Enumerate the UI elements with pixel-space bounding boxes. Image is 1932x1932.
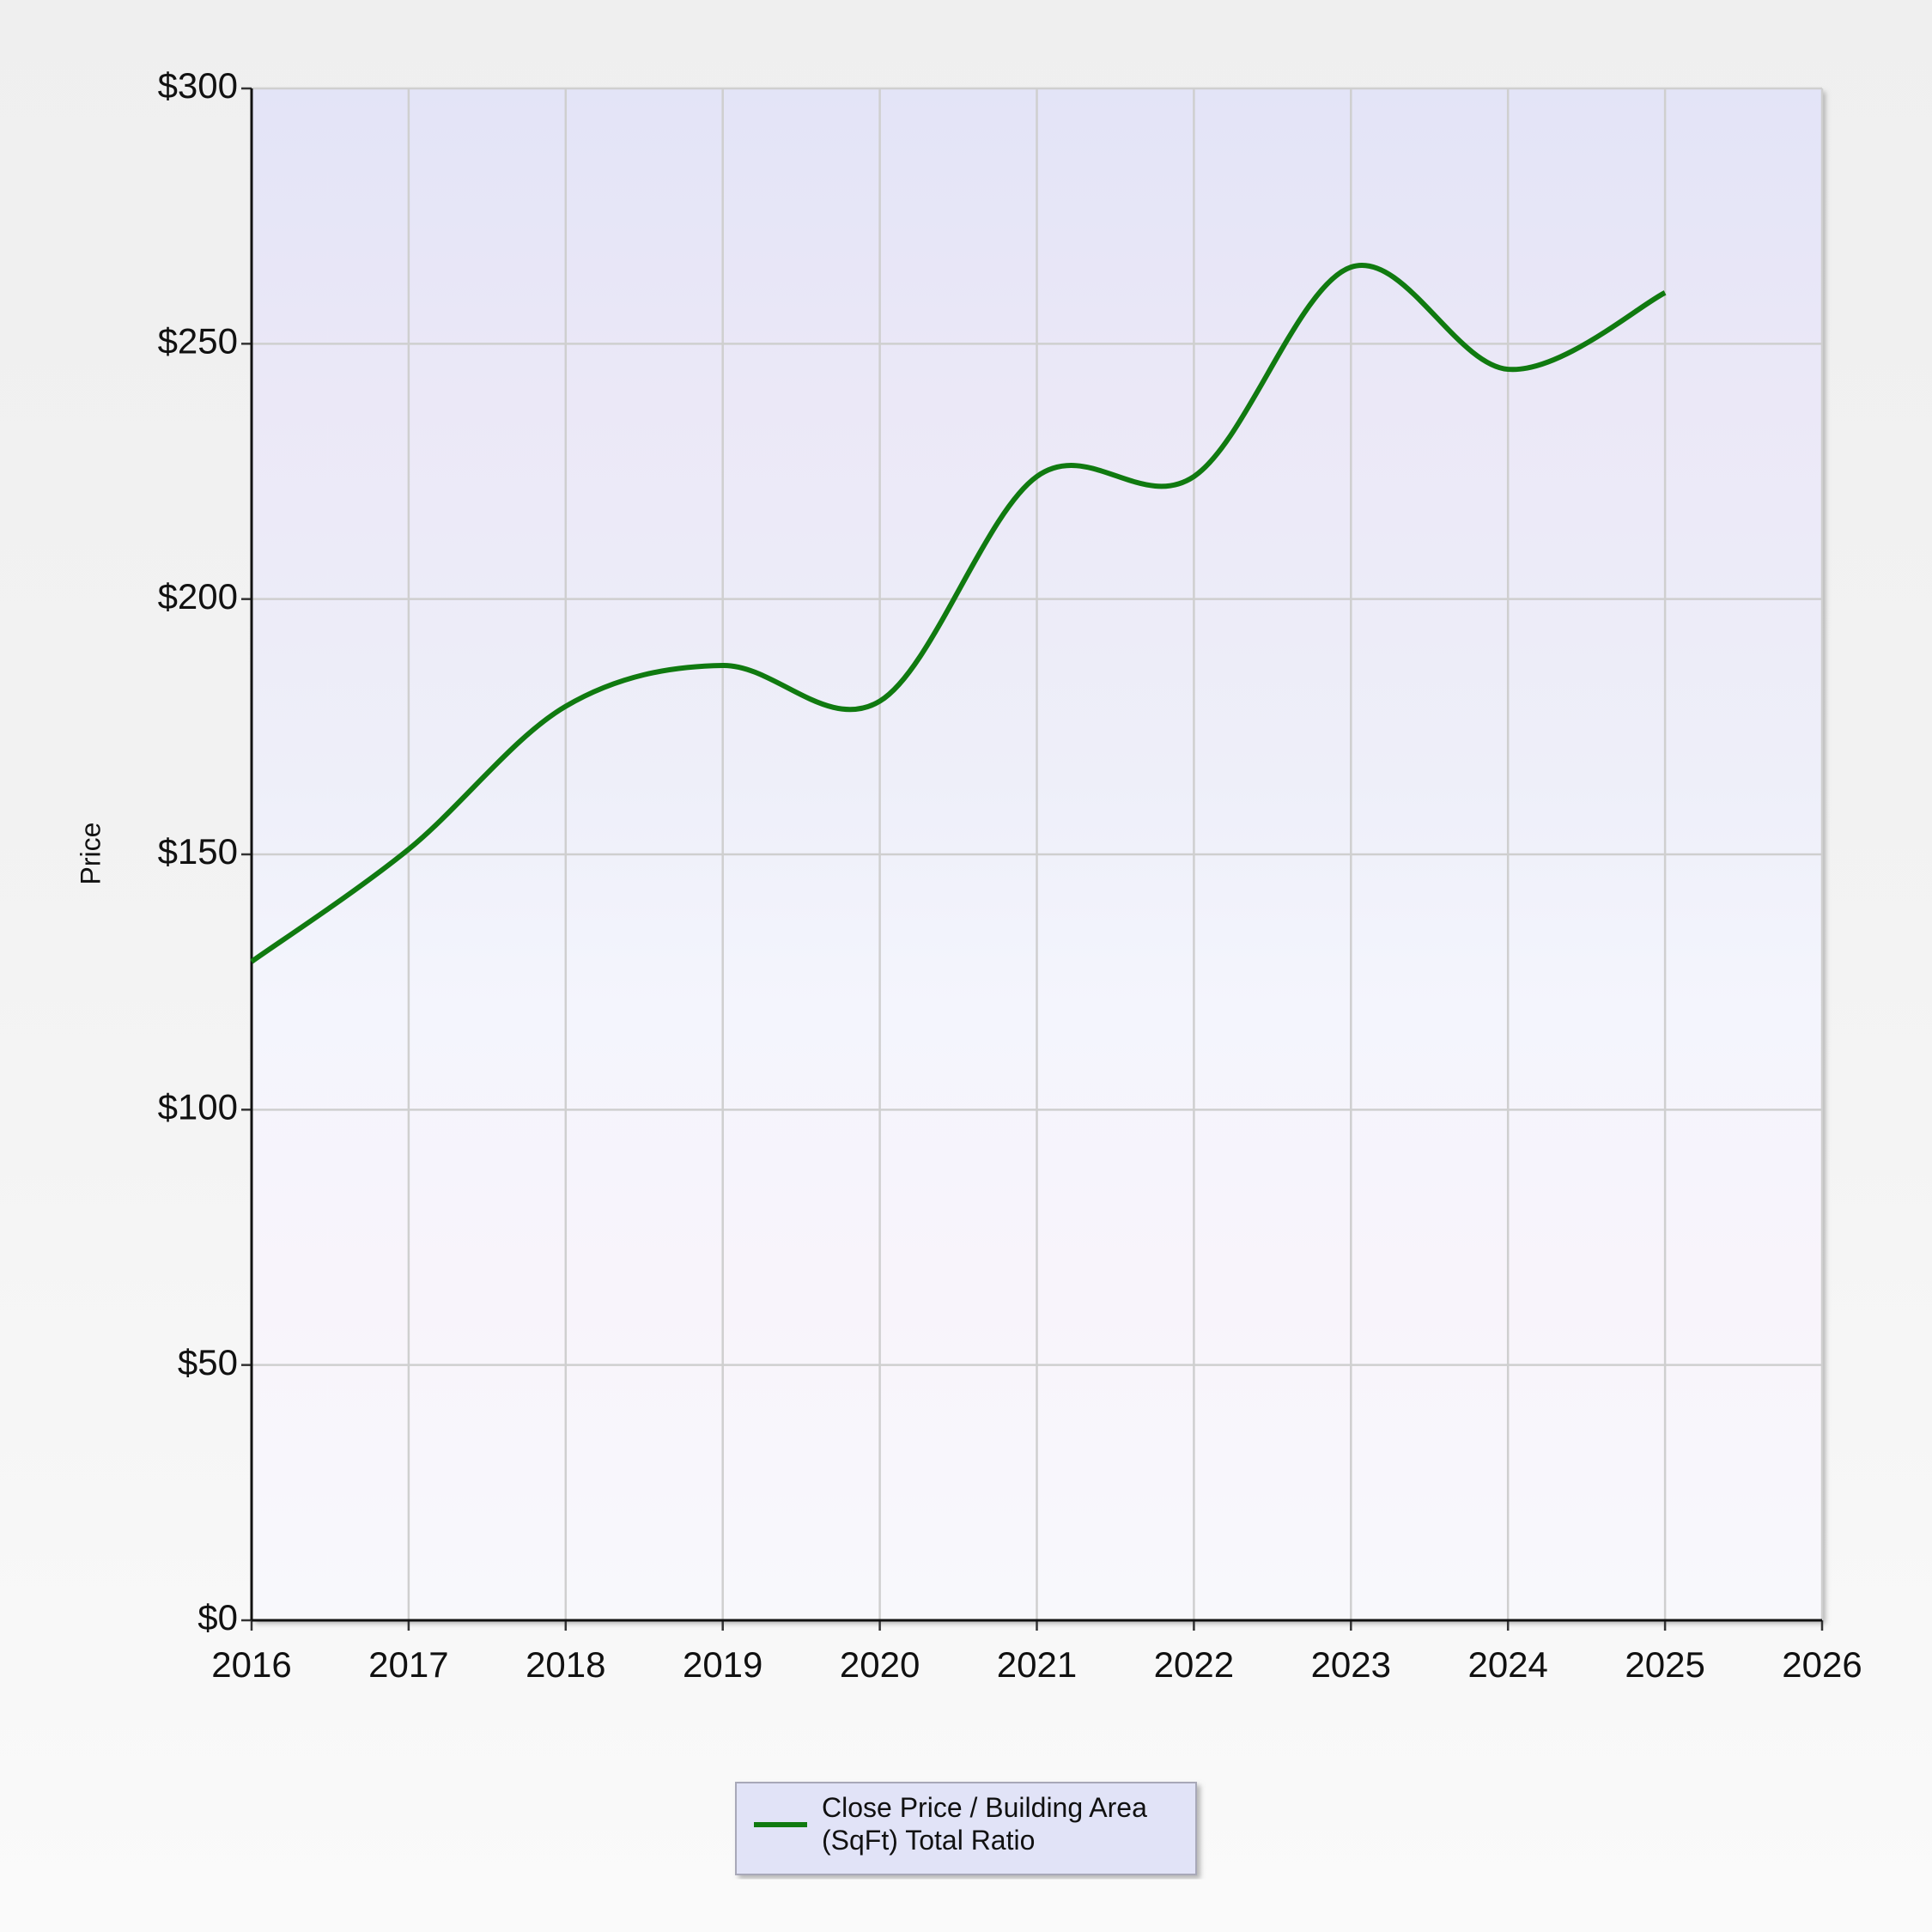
y-tick-label: $300 — [158, 65, 238, 106]
y-tick-label: $150 — [158, 831, 238, 872]
legend-label: Close Price / Building Area (SqFt) Total… — [822, 1792, 1147, 1856]
x-tick-label: 2018 — [526, 1644, 605, 1685]
series-line — [250, 263, 1667, 964]
y-tick-label: $100 — [158, 1086, 238, 1127]
x-tick-label: 2025 — [1625, 1644, 1704, 1685]
y-tick-label: $50 — [178, 1342, 238, 1382]
x-tick-label: 2017 — [368, 1644, 448, 1685]
x-tick-label: 2024 — [1467, 1644, 1547, 1685]
legend — [735, 1782, 1197, 1875]
y-tick-label: $0 — [197, 1597, 238, 1637]
x-tick-label: 2016 — [211, 1644, 291, 1685]
x-tick-label: 2026 — [1782, 1644, 1862, 1685]
x-tick-label: 2021 — [997, 1644, 1077, 1685]
x-tick-label: 2019 — [683, 1644, 762, 1685]
y-tick-label: $250 — [158, 320, 238, 361]
x-tick-label: 2020 — [840, 1644, 920, 1685]
x-tick-label: 2023 — [1311, 1644, 1391, 1685]
y-axis-title: Price — [75, 823, 106, 885]
x-tick-label: 2022 — [1154, 1644, 1234, 1685]
y-tick-label: $200 — [158, 576, 238, 617]
